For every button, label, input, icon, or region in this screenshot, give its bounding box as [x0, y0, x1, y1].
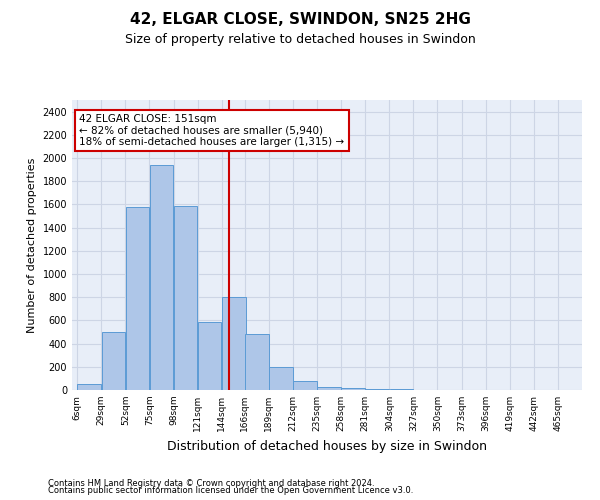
X-axis label: Distribution of detached houses by size in Swindon: Distribution of detached houses by size …: [167, 440, 487, 452]
Text: Size of property relative to detached houses in Swindon: Size of property relative to detached ho…: [125, 32, 475, 46]
Bar: [317, 387, 341, 390]
Bar: [150, 165, 173, 390]
Bar: [77, 384, 101, 390]
Bar: [198, 322, 221, 390]
Bar: [174, 206, 197, 390]
Bar: [125, 206, 149, 390]
Text: Contains HM Land Registry data © Crown copyright and database right 2024.: Contains HM Land Registry data © Crown c…: [48, 478, 374, 488]
Y-axis label: Number of detached properties: Number of detached properties: [27, 158, 37, 332]
Bar: [269, 368, 293, 390]
Bar: [222, 297, 245, 390]
Text: 42 ELGAR CLOSE: 151sqm
← 82% of detached houses are smaller (5,940)
18% of semi-: 42 ELGAR CLOSE: 151sqm ← 82% of detached…: [79, 114, 344, 147]
Text: 42, ELGAR CLOSE, SWINDON, SN25 2HG: 42, ELGAR CLOSE, SWINDON, SN25 2HG: [130, 12, 470, 28]
Bar: [101, 332, 125, 390]
Bar: [245, 334, 269, 390]
Bar: [293, 380, 317, 390]
Bar: [341, 388, 365, 390]
Bar: [365, 389, 389, 390]
Text: Contains public sector information licensed under the Open Government Licence v3: Contains public sector information licen…: [48, 486, 413, 495]
